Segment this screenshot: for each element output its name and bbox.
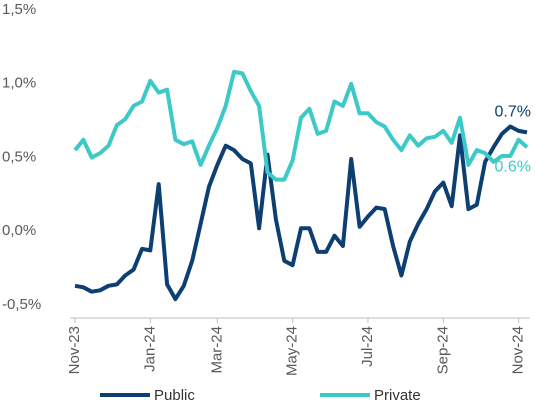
end-label: 0.7%: [495, 104, 531, 121]
y-tick-label: 1,5%: [2, 1, 36, 18]
legend-label: Public: [154, 387, 195, 404]
y-tick-label: 0,5%: [2, 148, 36, 165]
x-tick-label: Sep-24: [434, 326, 451, 374]
y-tick-label: -0,5%: [2, 296, 41, 313]
y-tick-label: 1,0%: [2, 75, 36, 92]
x-tick-label: Jul-24: [359, 326, 376, 367]
line-series: [73, 69, 529, 182]
x-tick-label: Nov-24: [510, 326, 527, 374]
x-tick-label: May-24: [284, 326, 301, 376]
x-tick-label: Jan-24: [141, 326, 158, 372]
x-tick-label: Mar-24: [208, 326, 225, 374]
x-tick-label: Nov-23: [66, 326, 83, 374]
line-series: [74, 124, 528, 302]
y-tick-label: 0,0%: [2, 222, 36, 239]
legend-label: Private: [374, 387, 421, 404]
end-label: 0.6%: [495, 158, 531, 175]
